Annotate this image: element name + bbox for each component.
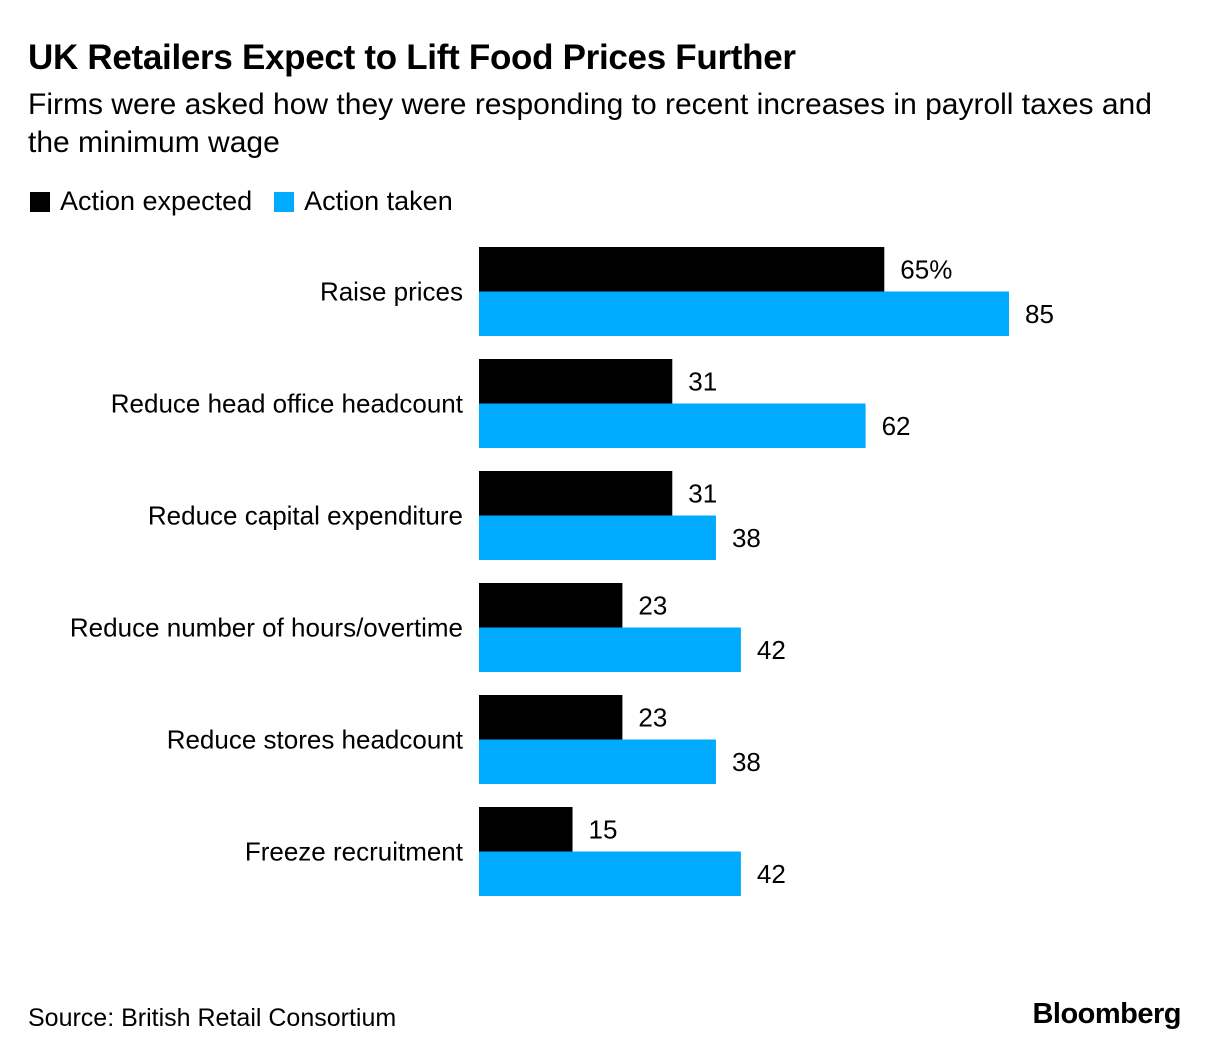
data-label-action-taken-reduce-number-of-hours-overtime: 42 [757, 635, 786, 665]
category-label-reduce-capital-expenditure: Reduce capital expenditure [148, 501, 463, 531]
bar-action-taken-reduce-number-of-hours-overtime [479, 627, 741, 672]
category-label-reduce-stores-headcount: Reduce stores headcount [167, 725, 464, 755]
data-label-action-taken-raise-prices: 85 [1025, 299, 1054, 329]
data-label-action-taken-freeze-recruitment: 42 [757, 859, 786, 889]
data-label-action-expected-raise-prices: 65% [900, 254, 952, 284]
bar-action-taken-reduce-capital-expenditure [479, 515, 716, 560]
bar-action-taken-freeze-recruitment [479, 851, 741, 896]
bar-action-expected-reduce-capital-expenditure [479, 471, 673, 516]
bar-action-expected-reduce-stores-headcount [479, 695, 623, 740]
bar-action-taken-reduce-stores-headcount [479, 739, 716, 784]
legend-swatch-action-expected [30, 191, 50, 212]
data-label-action-expected-reduce-stores-headcount: 23 [638, 702, 667, 732]
legend-label-action-expected: Action expected [60, 186, 253, 216]
chart-title: UK Retailers Expect to Lift Food Prices … [28, 38, 796, 77]
data-label-action-expected-reduce-head-office-headcount: 31 [688, 366, 717, 396]
bar-action-taken-raise-prices [479, 291, 1009, 336]
legend-swatch-action-taken [274, 191, 295, 212]
category-label-raise-prices: Raise prices [320, 277, 463, 307]
data-label-action-expected-reduce-capital-expenditure: 31 [688, 478, 717, 508]
data-label-action-taken-reduce-capital-expenditure: 38 [732, 523, 761, 553]
chart-subtitle: Firms were asked how they were respondin… [28, 88, 1152, 159]
legend-item-action-expected: Action expected [30, 186, 252, 217]
data-label-action-expected-reduce-number-of-hours-overtime: 23 [638, 590, 667, 620]
source-note: Source: British Retail Consortium [28, 1004, 397, 1032]
data-label-action-taken-reduce-head-office-headcount: 62 [882, 411, 911, 441]
category-label-reduce-number-of-hours-overtime: Reduce number of hours/overtime [70, 613, 463, 643]
data-label-action-taken-reduce-stores-headcount: 38 [732, 747, 761, 777]
data-label-action-expected-freeze-recruitment: 15 [589, 814, 618, 844]
bloomberg-logo: Bloomberg [1032, 998, 1181, 1030]
legend: Action expected Action taken [30, 186, 475, 217]
category-label-freeze-recruitment: Freeze recruitment [245, 837, 464, 867]
bar-action-expected-reduce-head-office-headcount [479, 359, 673, 404]
legend-item-action-taken: Action taken [274, 186, 453, 217]
bar-action-taken-reduce-head-office-headcount [479, 403, 866, 448]
bar-action-expected-raise-prices [479, 247, 885, 292]
bar-action-expected-reduce-number-of-hours-overtime [479, 583, 623, 628]
bar-action-expected-freeze-recruitment [479, 807, 573, 852]
legend-label-action-taken: Action taken [304, 186, 453, 216]
category-label-reduce-head-office-headcount: Reduce head office headcount [111, 389, 464, 419]
